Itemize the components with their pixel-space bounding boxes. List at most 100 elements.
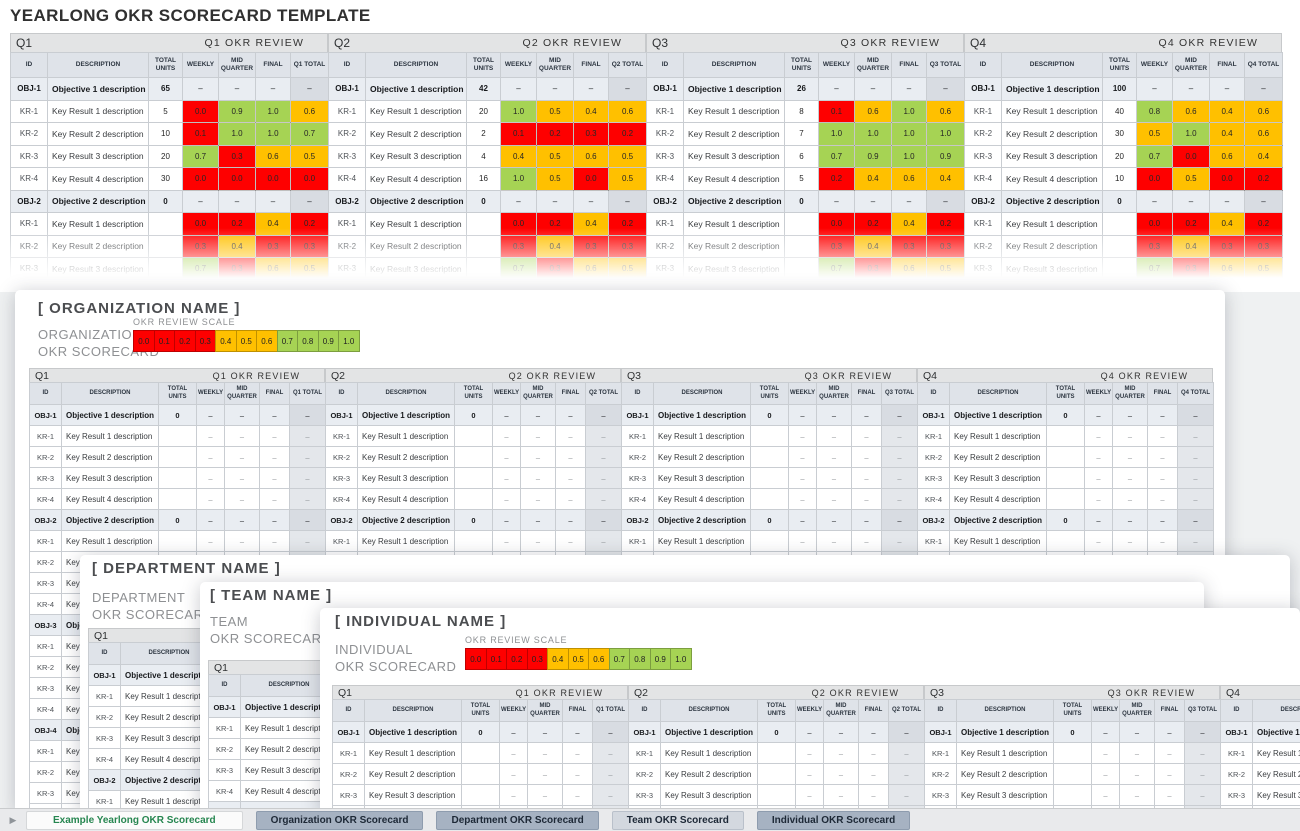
cell-description[interactable]: Objective 1 description bbox=[364, 721, 462, 743]
cell-score[interactable]: – bbox=[196, 446, 225, 468]
cell-score[interactable]: – bbox=[527, 763, 563, 785]
cell-score[interactable]: – bbox=[1084, 530, 1113, 552]
cell-description[interactable]: Key Result 4 description bbox=[357, 488, 455, 510]
cell-score[interactable]: 0.3 bbox=[536, 257, 574, 281]
cell-description[interactable]: Key Result 1 description bbox=[357, 530, 455, 552]
cell-score[interactable]: 0.3 bbox=[854, 257, 892, 281]
cell-score[interactable]: 0.6 bbox=[854, 99, 892, 123]
cell-total-units[interactable] bbox=[757, 742, 796, 764]
cell-total-units[interactable]: 0 bbox=[158, 404, 197, 426]
cell-score[interactable]: – bbox=[1154, 742, 1185, 764]
cell-description[interactable]: Key Result 3 description bbox=[660, 784, 758, 806]
cell-score[interactable]: – bbox=[259, 425, 290, 447]
cell-total-units[interactable]: 6 bbox=[784, 144, 819, 168]
cell-score[interactable]: – bbox=[851, 404, 882, 426]
cell-quarter-total[interactable]: 0.2 bbox=[608, 122, 647, 146]
cell-quarter-total[interactable]: – bbox=[926, 77, 965, 101]
cell-id[interactable]: KR-2 bbox=[628, 763, 661, 785]
cell-id[interactable]: KR-3 bbox=[964, 257, 1002, 281]
tab-team-okr-scorecard[interactable]: Team OKR Scorecard bbox=[611, 810, 744, 830]
cell-score[interactable]: – bbox=[1147, 425, 1178, 447]
cell-description[interactable]: Key Result 1 description bbox=[1252, 742, 1300, 764]
cell-description[interactable]: Objective 1 description bbox=[47, 77, 149, 101]
cell-id[interactable]: KR-3 bbox=[646, 257, 684, 281]
cell-score[interactable]: – bbox=[224, 467, 260, 489]
cell-total-units[interactable]: 26 bbox=[784, 77, 819, 101]
cell-total-units[interactable] bbox=[1046, 530, 1085, 552]
cell-quarter-total[interactable]: – bbox=[592, 784, 629, 806]
cell-score[interactable]: 1.0 bbox=[891, 99, 927, 123]
cell-score[interactable]: 0.6 bbox=[573, 257, 609, 281]
cell-score[interactable]: – bbox=[555, 425, 586, 447]
cell-description[interactable]: Key Result 4 description bbox=[683, 167, 785, 191]
cell-description[interactable]: Objective 2 description bbox=[61, 509, 159, 531]
cell-id[interactable]: KR-1 bbox=[332, 742, 365, 764]
cell-quarter-total[interactable]: – bbox=[881, 404, 918, 426]
cell-id[interactable]: OBJ-2 bbox=[328, 189, 366, 213]
cell-id[interactable]: KR-1 bbox=[325, 530, 358, 552]
cell-score[interactable]: 0.4 bbox=[891, 212, 927, 236]
cell-total-units[interactable]: 0 bbox=[461, 721, 500, 743]
cell-score[interactable]: 0.3 bbox=[218, 144, 256, 168]
cell-description[interactable]: Key Result 4 description bbox=[949, 488, 1047, 510]
cell-quarter-total[interactable]: – bbox=[289, 467, 326, 489]
cell-id[interactable]: KR-2 bbox=[29, 551, 62, 573]
cell-id[interactable]: KR-3 bbox=[621, 467, 654, 489]
cell-description[interactable]: Key Result 3 description bbox=[365, 257, 467, 281]
cell-score[interactable]: 0.4 bbox=[255, 212, 291, 236]
cell-score[interactable]: 0.4 bbox=[854, 167, 892, 191]
cell-total-units[interactable] bbox=[454, 446, 493, 468]
cell-score[interactable]: 0.1 bbox=[182, 122, 219, 146]
cell-score[interactable]: – bbox=[1084, 446, 1113, 468]
cell-total-units[interactable] bbox=[1053, 742, 1092, 764]
cell-id[interactable]: KR-3 bbox=[325, 467, 358, 489]
cell-score[interactable]: 0.7 bbox=[1136, 257, 1173, 281]
cell-score[interactable]: 1.0 bbox=[255, 99, 291, 123]
cell-score[interactable]: – bbox=[1209, 189, 1245, 213]
cell-id[interactable]: KR-2 bbox=[10, 122, 48, 146]
cell-id[interactable]: KR-4 bbox=[917, 488, 950, 510]
cell-quarter-total[interactable]: 0.7 bbox=[290, 122, 329, 146]
cell-id[interactable]: KR-3 bbox=[628, 784, 661, 806]
cell-id[interactable]: KR-4 bbox=[964, 167, 1002, 191]
cell-total-units[interactable]: 4 bbox=[466, 144, 501, 168]
cell-score[interactable]: – bbox=[1119, 742, 1155, 764]
cell-id[interactable]: KR-1 bbox=[10, 99, 48, 123]
cell-id[interactable]: OBJ-3 bbox=[29, 614, 62, 636]
cell-description[interactable]: Objective 1 description bbox=[357, 404, 455, 426]
cell-score[interactable]: – bbox=[823, 763, 859, 785]
cell-total-units[interactable] bbox=[454, 488, 493, 510]
cell-total-units[interactable]: 5 bbox=[148, 99, 183, 123]
cell-id[interactable]: KR-4 bbox=[29, 698, 62, 720]
cell-total-units[interactable]: 2 bbox=[466, 122, 501, 146]
cell-total-units[interactable]: 0 bbox=[1046, 509, 1085, 531]
cell-quarter-total[interactable]: – bbox=[1244, 189, 1283, 213]
cell-total-units[interactable] bbox=[750, 467, 789, 489]
cell-quarter-total[interactable]: 0.5 bbox=[290, 144, 329, 168]
cell-score[interactable]: – bbox=[259, 467, 290, 489]
cell-score[interactable]: 0.0 bbox=[182, 167, 219, 191]
cell-score[interactable]: – bbox=[492, 467, 521, 489]
cell-score[interactable]: – bbox=[858, 742, 889, 764]
cell-total-units[interactable] bbox=[158, 530, 197, 552]
cell-id[interactable]: OBJ-2 bbox=[646, 189, 684, 213]
cell-id[interactable]: KR-1 bbox=[628, 742, 661, 764]
cell-description[interactable]: Objective 1 description bbox=[365, 77, 467, 101]
cell-score[interactable]: 0.0 bbox=[500, 212, 537, 236]
cell-id[interactable]: KR-1 bbox=[964, 99, 1002, 123]
cell-score[interactable]: – bbox=[788, 509, 817, 531]
cell-total-units[interactable] bbox=[466, 234, 501, 258]
cell-id[interactable]: KR-2 bbox=[646, 122, 684, 146]
cell-id[interactable]: KR-1 bbox=[917, 425, 950, 447]
cell-score[interactable]: – bbox=[1091, 763, 1120, 785]
cell-id[interactable]: KR-2 bbox=[88, 706, 121, 728]
cell-score[interactable]: – bbox=[499, 721, 528, 743]
cell-score[interactable]: – bbox=[224, 488, 260, 510]
cell-score[interactable]: 0.4 bbox=[1209, 99, 1245, 123]
cell-score[interactable]: 0.7 bbox=[1136, 144, 1173, 168]
cell-score[interactable]: – bbox=[562, 721, 593, 743]
cell-score[interactable]: – bbox=[196, 467, 225, 489]
cell-score[interactable]: – bbox=[573, 189, 609, 213]
cell-score[interactable]: – bbox=[259, 530, 290, 552]
cell-id[interactable]: KR-1 bbox=[1220, 742, 1253, 764]
